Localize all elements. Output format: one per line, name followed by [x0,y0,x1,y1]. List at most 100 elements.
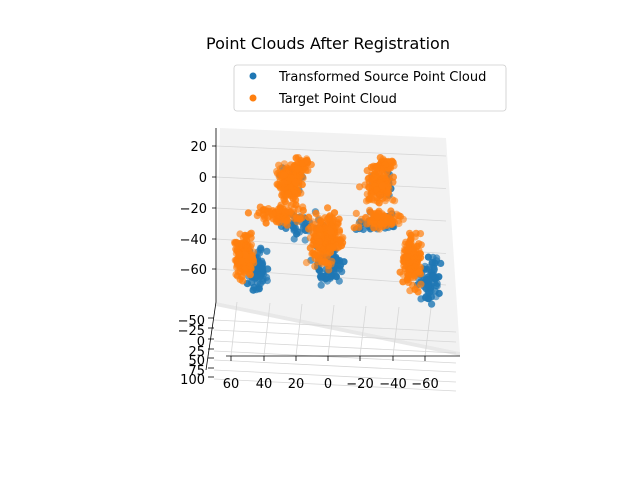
source-point [428,300,436,308]
z-gridline [215,176,447,189]
target-point [233,239,241,247]
target-point [414,288,422,296]
target-point [403,253,411,261]
target-point [379,165,387,173]
legend-label-source: Transformed Source Point Cloud [278,70,486,85]
z-tick-label: −20 [180,202,207,217]
target-point [294,165,302,173]
legend: Transformed Source Point Cloud Target Po… [233,64,507,112]
y-tick-label: 0 [197,335,205,350]
target-point [329,244,337,252]
y-gridline [213,350,457,364]
target-point [414,252,422,260]
target-point [396,268,404,276]
target-point [312,240,320,248]
axis-lines [205,128,460,371]
source-point [299,225,307,233]
target-point [327,260,335,268]
target-point [337,237,345,245]
target-point [316,231,325,239]
x-tick-label: −20 [346,377,373,392]
x-tick-label: 20 [288,377,305,392]
source-point [335,277,343,285]
source-point [422,276,430,284]
source-point [425,289,434,297]
x-tick-label: −60 [411,377,438,392]
target-point [253,212,261,220]
target-point [242,241,250,250]
target-point [383,194,391,202]
z-gridline [215,145,447,157]
target-point [238,257,246,265]
target-point [415,268,423,276]
target-point [377,220,385,228]
target-point [280,171,288,179]
x-gridline [392,306,400,357]
source-point [433,279,441,288]
target-point [284,190,292,198]
z-tick-label: 0 [199,171,207,186]
y-tick-label: 25 [188,345,205,360]
y-gridline [213,319,457,333]
target-point [412,261,420,269]
source-point [429,272,437,280]
target-point [291,189,299,197]
target-point [264,208,273,216]
y-gridline [213,359,457,373]
floor-pane [216,302,460,356]
target-point [277,201,285,209]
source-point [259,265,267,273]
target-point [404,245,412,253]
y-axis-line [205,301,217,371]
target-point [391,197,399,205]
y-gridline [213,378,457,392]
target-point [284,207,293,215]
target-point [296,215,304,223]
x-tick-label: −40 [379,377,406,392]
z-tick-label: −60 [180,263,207,278]
target-point [244,209,252,217]
target-point [404,272,412,280]
target-point [373,164,381,172]
target-point [376,191,384,199]
target-point [295,173,303,181]
source-point [323,277,331,285]
y-gridline [213,340,457,354]
target-point [355,223,363,231]
source-point [263,247,271,255]
target-point [247,229,255,237]
target-point [387,207,395,215]
source-point [259,259,267,267]
target-point [246,271,254,279]
target-point [241,231,249,239]
target-point [302,259,311,267]
target-point [316,251,324,259]
y-tick-label: −25 [178,324,205,339]
z-tick-label: −40 [180,233,207,248]
source-point [424,253,432,261]
z-tick-label: 20 [190,140,207,155]
target-point [325,214,333,222]
target-point [306,234,314,242]
y-gridline [213,369,457,383]
source-point [428,258,436,267]
target-point [280,160,288,168]
chart-title: Point Clouds After Registration [206,34,450,53]
target-point [260,215,268,223]
scatter-points [231,154,445,308]
target-point [324,204,332,212]
target-point [374,209,383,218]
legend-marker-target [249,94,257,102]
target-point [311,262,319,270]
target-point [299,203,307,211]
target-point [256,203,264,211]
target-point [246,262,254,270]
target-point [235,251,243,259]
target-point [327,227,335,236]
x-gridline [359,305,367,357]
source-point [253,267,261,275]
target-point [234,268,242,276]
source-point [430,265,438,273]
